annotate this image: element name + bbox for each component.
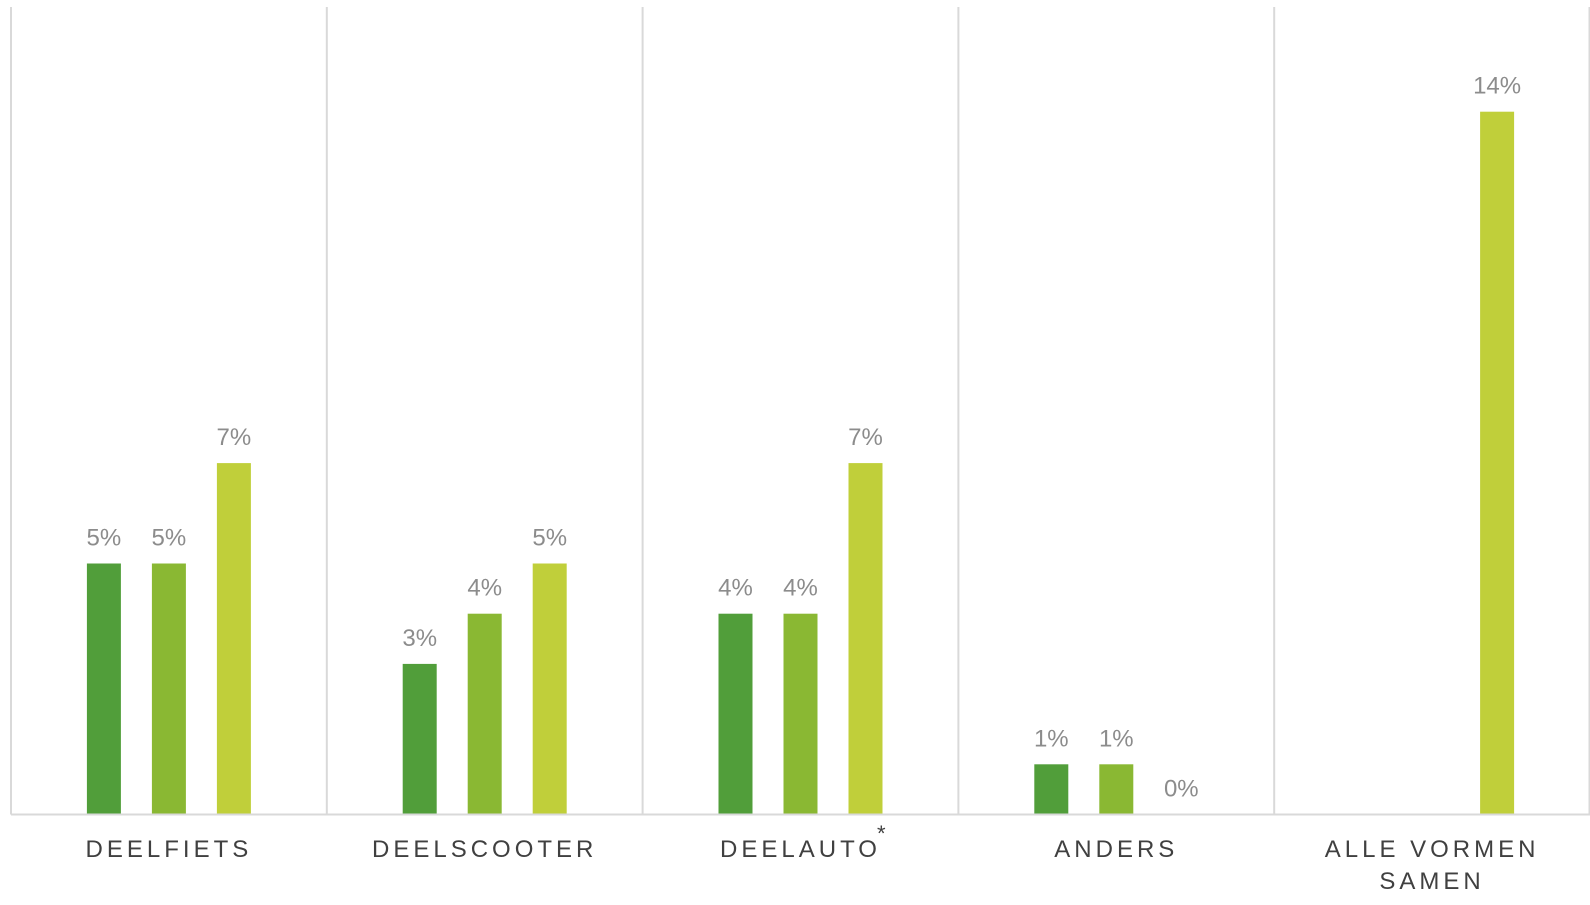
data-label: 4% bbox=[467, 575, 502, 602]
category-label: SAMEN bbox=[1379, 868, 1484, 895]
bar bbox=[151, 563, 186, 815]
bar bbox=[1099, 764, 1134, 815]
bar bbox=[848, 463, 883, 815]
data-label: 14% bbox=[1473, 73, 1521, 100]
data-label: 5% bbox=[87, 525, 122, 552]
bar bbox=[467, 613, 502, 815]
category-label: DEELAUTO bbox=[720, 836, 881, 863]
bar bbox=[216, 463, 251, 815]
data-label: 3% bbox=[402, 625, 437, 652]
data-label: 1% bbox=[1099, 725, 1134, 752]
bar bbox=[532, 563, 567, 815]
bar bbox=[1480, 111, 1515, 815]
bar bbox=[783, 613, 818, 815]
category-labels: DEELFIETS DEELSCOOTER DEELAUTO* ANDERS ALLE … bbox=[86, 821, 1540, 895]
data-label: 4% bbox=[718, 575, 753, 602]
bar bbox=[718, 613, 753, 815]
category-label: ALLE VORMEN bbox=[1325, 836, 1540, 863]
bar bbox=[402, 663, 437, 815]
bar bbox=[86, 563, 121, 815]
bar bbox=[1034, 764, 1069, 815]
data-label: 0% bbox=[1164, 776, 1199, 803]
data-label: 7% bbox=[217, 424, 252, 451]
data-label: 5% bbox=[532, 525, 567, 552]
data-label: 1% bbox=[1034, 725, 1069, 752]
footnote-marker: * bbox=[877, 821, 886, 846]
data-label: 4% bbox=[783, 575, 818, 602]
data-label: 5% bbox=[152, 525, 187, 552]
bars bbox=[86, 111, 1515, 815]
category-label: DEELFIETS bbox=[86, 836, 253, 863]
value-labels: 5% 5% 7% 3% 4% 5% 4% 4% 7% 1% 1% 0% 14% bbox=[87, 73, 1522, 803]
category-label: DEELSCOOTER bbox=[372, 836, 597, 863]
category-label: ANDERS bbox=[1054, 836, 1178, 863]
data-label: 7% bbox=[848, 424, 883, 451]
